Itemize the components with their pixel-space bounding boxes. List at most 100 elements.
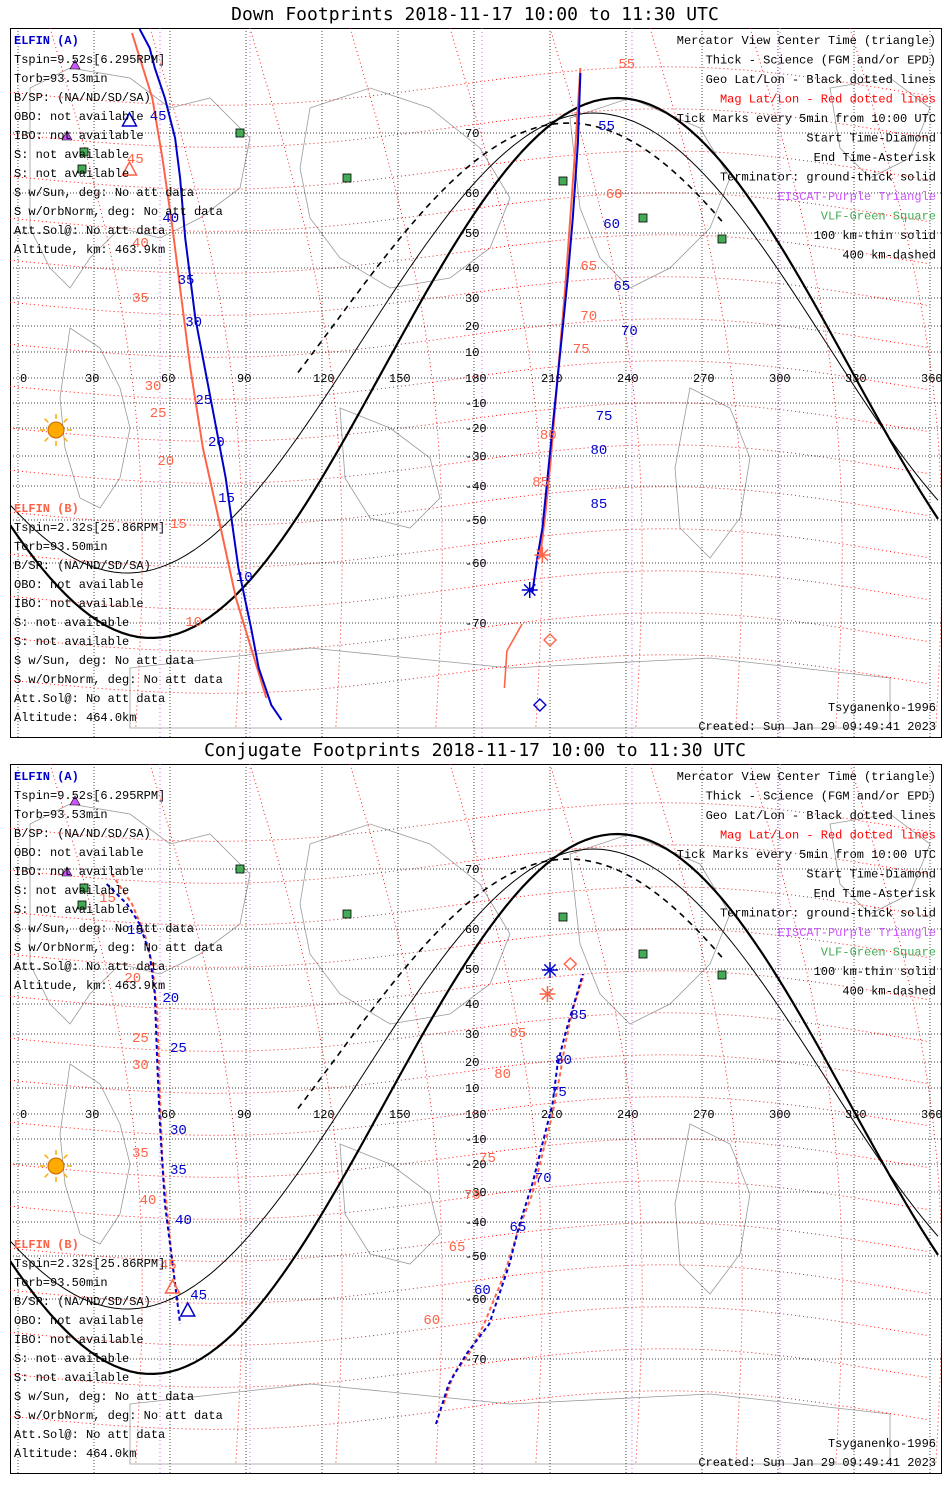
vlf-station-square [79, 147, 89, 157]
track-a-tick-label: 65 [509, 1220, 526, 1236]
vlf-station-square [558, 912, 568, 922]
sc-b-info-line: Att.Sol@: No att data [14, 1428, 165, 1442]
track-b-tick-label: 55 [618, 57, 635, 73]
lon-tick-label: 0 [20, 1108, 27, 1122]
vlf-station-square [717, 970, 727, 980]
lat-tick-label: 70 [465, 863, 479, 877]
lon-tick-label: 150 [389, 372, 411, 386]
sc-b-info-line: Altitude: 464.0km [14, 711, 136, 725]
sc-b-info-line: S w/OrbNorm, deg: No att data [14, 1409, 223, 1423]
track-b-tick-label: 65 [580, 259, 597, 275]
lat-tick-label: 30 [465, 292, 479, 306]
track-a-tick-label: 45 [150, 109, 167, 125]
track-a-tick-label: 85 [570, 1008, 587, 1024]
track-a-tick-label: 75 [596, 409, 613, 425]
map-panel-conjugate-footprints: 0 30 60 90 120 150 180 210 240 270 300 330 360706050… [10, 764, 942, 1474]
sc-b-info-line: S w/OrbNorm, deg: No att data [14, 673, 223, 687]
lat-tick-label: 40 [465, 998, 479, 1012]
track-a-tick-label: 60 [474, 1283, 491, 1299]
sc-b-info-line: Att.Sol@: No att data [14, 692, 165, 706]
sun-icon [40, 1150, 72, 1182]
created-timestamp: Created: Sun Jan 29 09:49:41 2023 [698, 1456, 936, 1470]
lat-tick-label: -60 [465, 1293, 487, 1307]
end-time-asterisk-a [542, 962, 558, 978]
sc-b-info-line: Tspin=2.32s[25.86RPM] [14, 521, 165, 535]
sun-icon [40, 414, 72, 446]
geo-grid [10, 764, 942, 1474]
sc-a-info-line: Torb=93.53min [14, 808, 108, 822]
lat-tick-label: -10 [465, 1133, 487, 1147]
track-a-tick-label: 70 [535, 1171, 552, 1187]
legend-row: 400 km-dashed [842, 249, 936, 263]
lat-tick-label: 30 [465, 1028, 479, 1042]
legend-row: Thick - Science (FGM and/or EPD) [706, 790, 936, 804]
eiscat-triangle [69, 59, 81, 70]
track-b-tick-label: 75 [479, 1151, 496, 1167]
track-b-tick-label: 35 [132, 291, 149, 307]
track-a-tick-label: 80 [555, 1053, 572, 1069]
sc-b-info-line: S: not available [14, 1371, 129, 1385]
legend-row: Tick Marks every 5min from 10:00 UTC [677, 848, 936, 862]
sc-a-info-name: ELFIN (A) [14, 770, 79, 784]
track-b-tick-label: 30 [145, 379, 162, 395]
vlf-station-square [79, 883, 89, 893]
sc-a-info-line: IBO: not available [14, 129, 144, 143]
lat-tick-label: -50 [465, 514, 487, 528]
lat-tick-label: 20 [465, 1056, 479, 1070]
track-b-tick-label: 85 [532, 475, 549, 491]
lon-tick-label: 360 [921, 372, 942, 386]
lon-tick-label: 60 [161, 1108, 175, 1122]
track-b-west [131, 32, 268, 699]
map-panel-down-footprints: 0 30 60 90 120 150 180 210 240 270 300 330 360706050… [10, 28, 942, 738]
lon-tick-label: 240 [617, 1108, 639, 1122]
lon-tick-label: 150 [389, 1108, 411, 1122]
lon-tick-label: 270 [693, 1108, 715, 1122]
track-a-tick-label: 35 [178, 273, 195, 289]
lat-tick-label: -40 [465, 480, 487, 494]
sc-b-info-line: B/SP: (NA/ND/SD/SA) [14, 559, 151, 573]
track-b-tick-label: 25 [150, 406, 167, 422]
vlf-station-square [235, 128, 245, 138]
sc-a-info-line: Torb=93.53min [14, 72, 108, 86]
track-b-tick-label: 70 [464, 1188, 481, 1204]
track-a-tick-label: 15 [218, 491, 235, 507]
track-b-tail [503, 623, 523, 689]
track-a-tick-label: 80 [591, 443, 608, 459]
sc-a-info-name: ELFIN (A) [14, 34, 79, 48]
track-a-tick-label: 65 [613, 279, 630, 295]
model-label: Tsyganenko-1996 [828, 1437, 936, 1451]
track-b-tick-label: 60 [606, 187, 623, 203]
legend-row: Thick - Science (FGM and/or EPD) [706, 54, 936, 68]
vlf-station-square [235, 864, 245, 874]
eiscat-triangle [69, 795, 81, 806]
start-time-diamond-b [563, 957, 578, 971]
sc-b-info-line: IBO: not available [14, 597, 144, 611]
legend-row: Mag Lat/Lon - Red dotted lines [720, 93, 936, 107]
sc-b-info-line: Torb=93.50min [14, 1276, 108, 1290]
sc-b-info-name: ELFIN (B) [14, 502, 79, 516]
track-a-tick-label: 25 [195, 393, 212, 409]
legend-row: Terminator: ground-thick solid [720, 907, 936, 921]
sc-b-info-line: S: not available [14, 1352, 129, 1366]
lon-tick-label: 180 [465, 1108, 487, 1122]
sc-a-info-line: S w/Sun, deg: No att data [14, 922, 194, 936]
model-label: Tsyganenko-1996 [828, 701, 936, 715]
center-time-triangle-b [164, 1278, 181, 1294]
lat-tick-label: 10 [465, 346, 479, 360]
end-time-asterisk-a [521, 582, 538, 598]
lon-tick-label: 30 [85, 1108, 99, 1122]
track-a-tick-label: 60 [603, 217, 620, 233]
lat-tick-label: -70 [465, 1353, 487, 1367]
sc-b-info-line: S w/Sun, deg: No att data [14, 1390, 194, 1404]
track-b-tick-label: 15 [99, 891, 116, 907]
sc-b-info-line: S: not available [14, 616, 129, 630]
track-b-tick-label: 85 [509, 1026, 526, 1042]
sc-a-info-line: S: not available [14, 148, 129, 162]
sc-b-info-line: Torb=93.50min [14, 540, 108, 554]
track-b-west [110, 873, 179, 1305]
sc-a-info-line: OBO: not available [14, 110, 144, 124]
track-b-tick-label: 20 [157, 454, 174, 470]
track-b-tick-label: 45 [160, 1258, 177, 1274]
track-b-tick-label: 80 [540, 428, 557, 444]
track-a-tick-label: 70 [621, 324, 638, 340]
